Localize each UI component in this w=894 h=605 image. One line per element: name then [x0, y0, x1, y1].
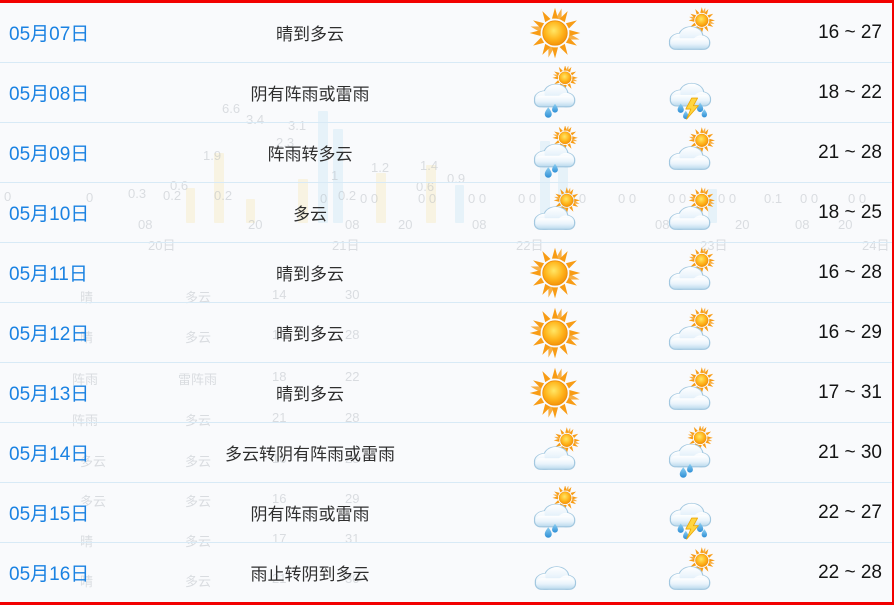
temperature-range: 18 ~ 22: [818, 81, 882, 103]
temperature-range: 16 ~ 27: [818, 21, 882, 43]
cloud-sun-icon: [663, 366, 717, 420]
cloud-sun-icon: [663, 306, 717, 360]
temperature-range: 22 ~ 27: [818, 501, 882, 523]
cloud-sun-rain-icon: [528, 126, 582, 180]
sun-icon: [528, 6, 582, 60]
cloud-sun-icon: [663, 6, 717, 60]
date-label: 05月07日: [9, 24, 90, 45]
condition-label: 雨止转阴到多云: [250, 565, 370, 584]
date-label: 05月16日: [9, 564, 90, 585]
cloud-icon: [528, 546, 582, 600]
condition-label: 晴到多云: [276, 265, 344, 284]
date-label: 05月13日: [9, 384, 90, 405]
temperature-range: 21 ~ 28: [818, 141, 882, 163]
forecast-row: 05月08日 阴有阵雨或雷雨 18 ~ 22: [0, 62, 892, 122]
sun-icon: [528, 246, 582, 300]
condition-label: 阵雨转多云: [267, 145, 353, 164]
date-label: 05月10日: [9, 204, 90, 225]
forecast-rows: 05月07日 晴到多云 16 ~ 27 05月08日 阴有阵雨或雷雨 18 ~ …: [0, 3, 892, 602]
cloud-sun-rain-icon: [528, 66, 582, 120]
forecast-row: 05月13日 晴到多云 17 ~ 31: [0, 362, 892, 422]
condition-label: 晴到多云: [276, 325, 344, 344]
forecast-row: 05月14日 多云转阴有阵雨或雷雨 21 ~ 30: [0, 422, 892, 482]
date-label: 05月12日: [9, 324, 90, 345]
condition-label: 阴有阵雨或雷雨: [250, 505, 370, 524]
cloud-sun-icon: [663, 186, 717, 240]
forecast-row: 05月10日 多云 18 ~ 25: [0, 182, 892, 242]
cloud-thunder-rain-icon: [663, 66, 717, 120]
condition-label: 多云: [293, 205, 327, 224]
temperature-range: 16 ~ 29: [818, 321, 882, 343]
cloud-thunder-rain-icon: [663, 486, 717, 540]
date-label: 05月11日: [9, 264, 88, 285]
date-label: 05月14日: [9, 444, 90, 465]
sun-icon: [528, 306, 582, 360]
condition-label: 晴到多云: [276, 25, 344, 44]
temperature-range: 18 ~ 25: [818, 201, 882, 223]
temperature-range: 17 ~ 31: [818, 381, 882, 403]
cloud-sun-icon: [663, 246, 717, 300]
forecast-row: 05月09日 阵雨转多云 21 ~ 28: [0, 122, 892, 182]
condition-label: 晴到多云: [276, 385, 344, 404]
sun-icon: [528, 366, 582, 420]
cloud-sun-icon: [528, 186, 582, 240]
forecast-row: 05月15日 阴有阵雨或雷雨 22 ~ 27: [0, 482, 892, 542]
cloud-sun-icon: [663, 126, 717, 180]
cloud-sun-rain-icon: [528, 486, 582, 540]
cloud-sun-rain-icon: [663, 426, 717, 480]
condition-label: 多云转阴有阵雨或雷雨: [225, 445, 395, 464]
forecast-row: 05月07日 晴到多云 16 ~ 27: [0, 3, 892, 62]
cloud-sun-icon: [528, 426, 582, 480]
forecast-row: 05月16日 雨止转阴到多云 22 ~ 28: [0, 542, 892, 602]
date-label: 05月09日: [9, 144, 90, 165]
temperature-range: 16 ~ 28: [818, 261, 882, 283]
date-label: 05月15日: [9, 504, 90, 525]
forecast-row: 05月11日 晴到多云 16 ~ 28: [0, 242, 892, 302]
temperature-range: 21 ~ 30: [818, 441, 882, 463]
temperature-range: 22 ~ 28: [818, 561, 882, 583]
forecast-row: 05月12日 晴到多云 16 ~ 29: [0, 302, 892, 362]
cloud-sun-icon: [663, 546, 717, 600]
condition-label: 阴有阵雨或雷雨: [250, 85, 370, 104]
date-label: 05月08日: [9, 84, 90, 105]
